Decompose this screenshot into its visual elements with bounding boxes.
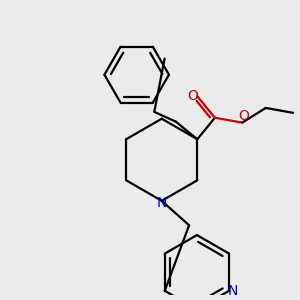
Text: N: N <box>157 196 167 210</box>
Text: N: N <box>228 284 238 298</box>
Text: O: O <box>187 89 198 103</box>
Text: O: O <box>238 109 249 123</box>
